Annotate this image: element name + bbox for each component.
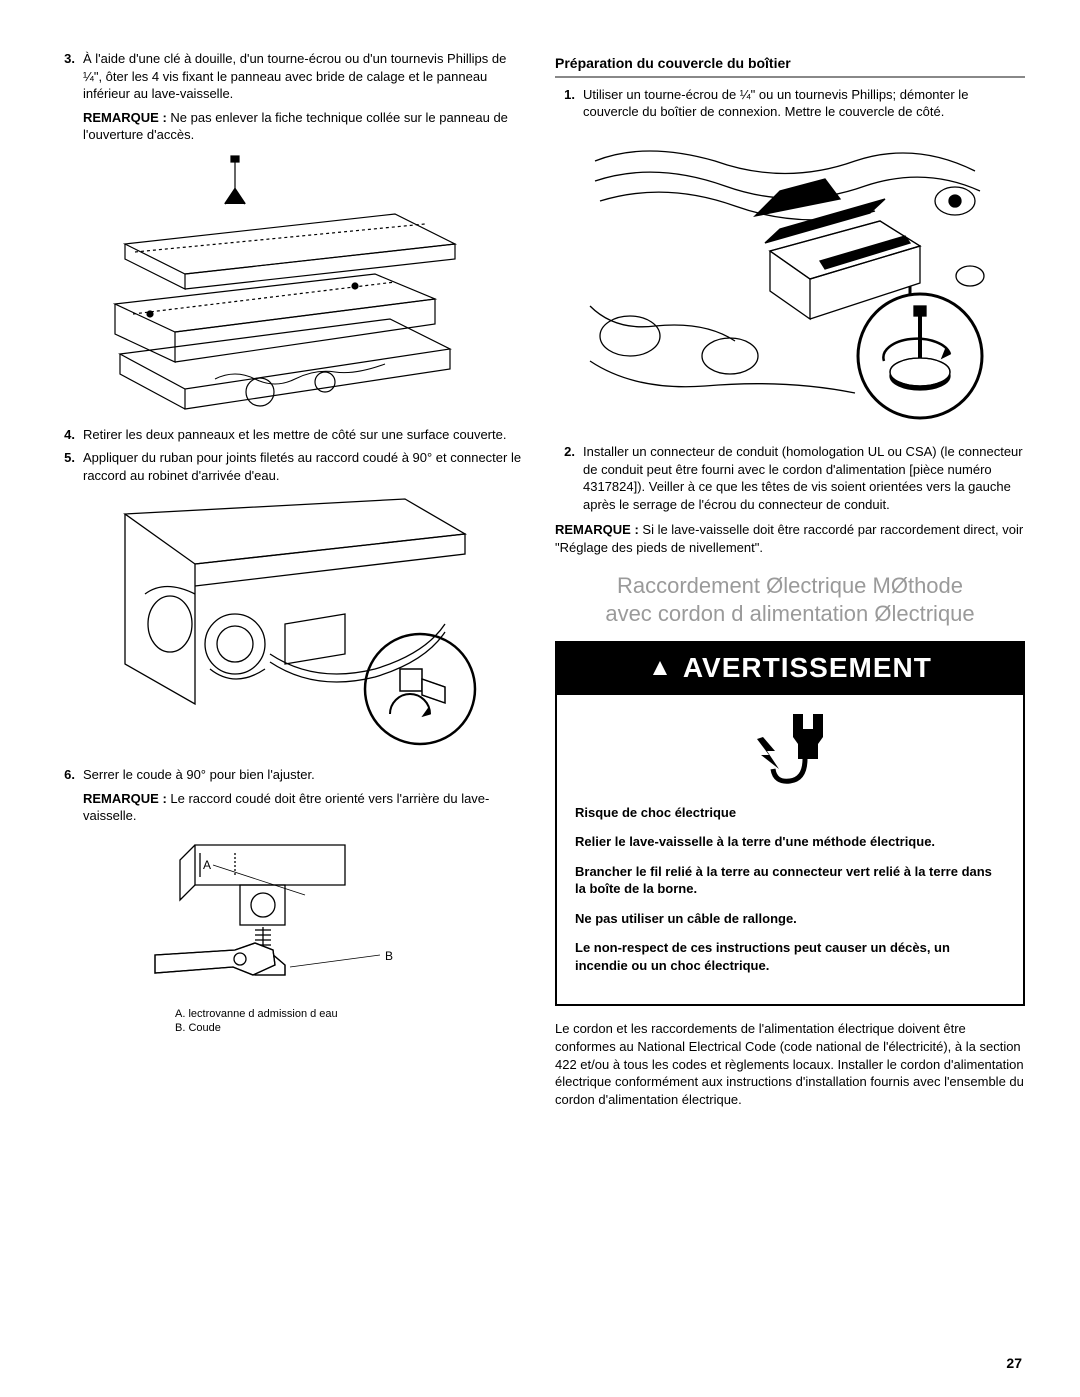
step-number: 1. — [555, 86, 583, 121]
diagram-caption: A. lectrovanne d admission d eau B. Coud… — [175, 1007, 525, 1036]
step-text: Retirer les deux panneaux et les mettre … — [83, 426, 525, 444]
step-text: À l'aide d'une clé à douille, d'un tourn… — [83, 50, 525, 103]
note-label: REMARQUE : — [555, 522, 639, 537]
warning-box: ▲ AVERTISSEMENT Risque de choc électriqu… — [555, 641, 1025, 1006]
caption-a: A. lectrovanne d admission d eau — [175, 1007, 525, 1021]
diagram-elbow-connection — [85, 494, 485, 754]
step-3-note: REMARQUE : Ne pas enlever la fiche techn… — [83, 109, 525, 144]
diagram-panel-removal — [95, 154, 475, 414]
right-step-2: 2. Installer un connecteur de conduit (h… — [555, 443, 1025, 513]
warning-line: Brancher le fil relié à la terre au conn… — [575, 863, 1005, 898]
step-number: 3. — [55, 50, 83, 103]
step-4: 4. Retirer les deux panneaux et les mett… — [55, 426, 525, 444]
right-note: REMARQUE : Si le lave-vaisselle doit êtr… — [555, 521, 1025, 556]
warning-line: Ne pas utiliser un câble de rallonge. — [575, 910, 1005, 928]
footer-paragraph: Le cordon et les raccordements de l'alim… — [555, 1020, 1025, 1108]
step-number: 2. — [555, 443, 583, 513]
page-number: 27 — [1006, 1354, 1022, 1373]
step-5: 5. Appliquer du ruban pour joints fileté… — [55, 449, 525, 484]
section-header: Préparation du couvercle du boîtier — [555, 54, 1025, 78]
subtitle-line-2: avec cordon d alimentation Ølectrique — [605, 601, 974, 626]
step-3: 3. À l'aide d'une clé à douille, d'un to… — [55, 50, 525, 103]
step-number: 4. — [55, 426, 83, 444]
step-number: 5. — [55, 449, 83, 484]
note-label: REMARQUE : — [83, 791, 167, 806]
warning-line: Risque de choc électrique — [575, 804, 1005, 822]
step-6-note: REMARQUE : Le raccord coudé doit être or… — [83, 790, 525, 825]
warning-title: AVERTISSEMENT — [683, 649, 932, 687]
step-text: Appliquer du ruban pour joints filetés a… — [83, 449, 525, 484]
caption-b: B. Coude — [175, 1021, 525, 1035]
warning-header: ▲ AVERTISSEMENT — [557, 643, 1023, 695]
warning-line: Le non-respect de ces instructions peut … — [575, 939, 1005, 974]
step-text: Utiliser un tourne-écrou de ¼" ou un tou… — [583, 86, 1025, 121]
warning-line: Relier le lave-vaisselle à la terre d'un… — [575, 833, 1005, 851]
diagram-junction-box — [575, 131, 1005, 431]
right-column: Préparation du couvercle du boîtier 1. U… — [555, 50, 1025, 1108]
diagram-label-a: A — [203, 858, 211, 872]
step-text: Installer un connecteur de conduit (homo… — [583, 443, 1025, 513]
diagram-wrench-elbow: A B — [145, 835, 425, 995]
shock-icon — [557, 695, 1023, 804]
warning-body: Risque de choc électrique Relier le lave… — [557, 804, 1023, 1005]
right-step-1: 1. Utiliser un tourne-écrou de ¼" ou un … — [555, 86, 1025, 121]
subtitle-line-1: Raccordement Ølectrique MØthode — [617, 573, 963, 598]
step-6: 6. Serrer le coude à 90° pour bien l'aju… — [55, 766, 525, 784]
left-column: 3. À l'aide d'une clé à douille, d'un to… — [55, 50, 525, 1108]
note-label: REMARQUE : — [83, 110, 167, 125]
warning-triangle-icon: ▲ — [648, 656, 673, 680]
diagram-label-b: B — [385, 949, 393, 963]
section-subtitle: Raccordement Ølectrique MØthode avec cor… — [555, 572, 1025, 627]
step-text: Serrer le coude à 90° pour bien l'ajuste… — [83, 766, 525, 784]
step-number: 6. — [55, 766, 83, 784]
